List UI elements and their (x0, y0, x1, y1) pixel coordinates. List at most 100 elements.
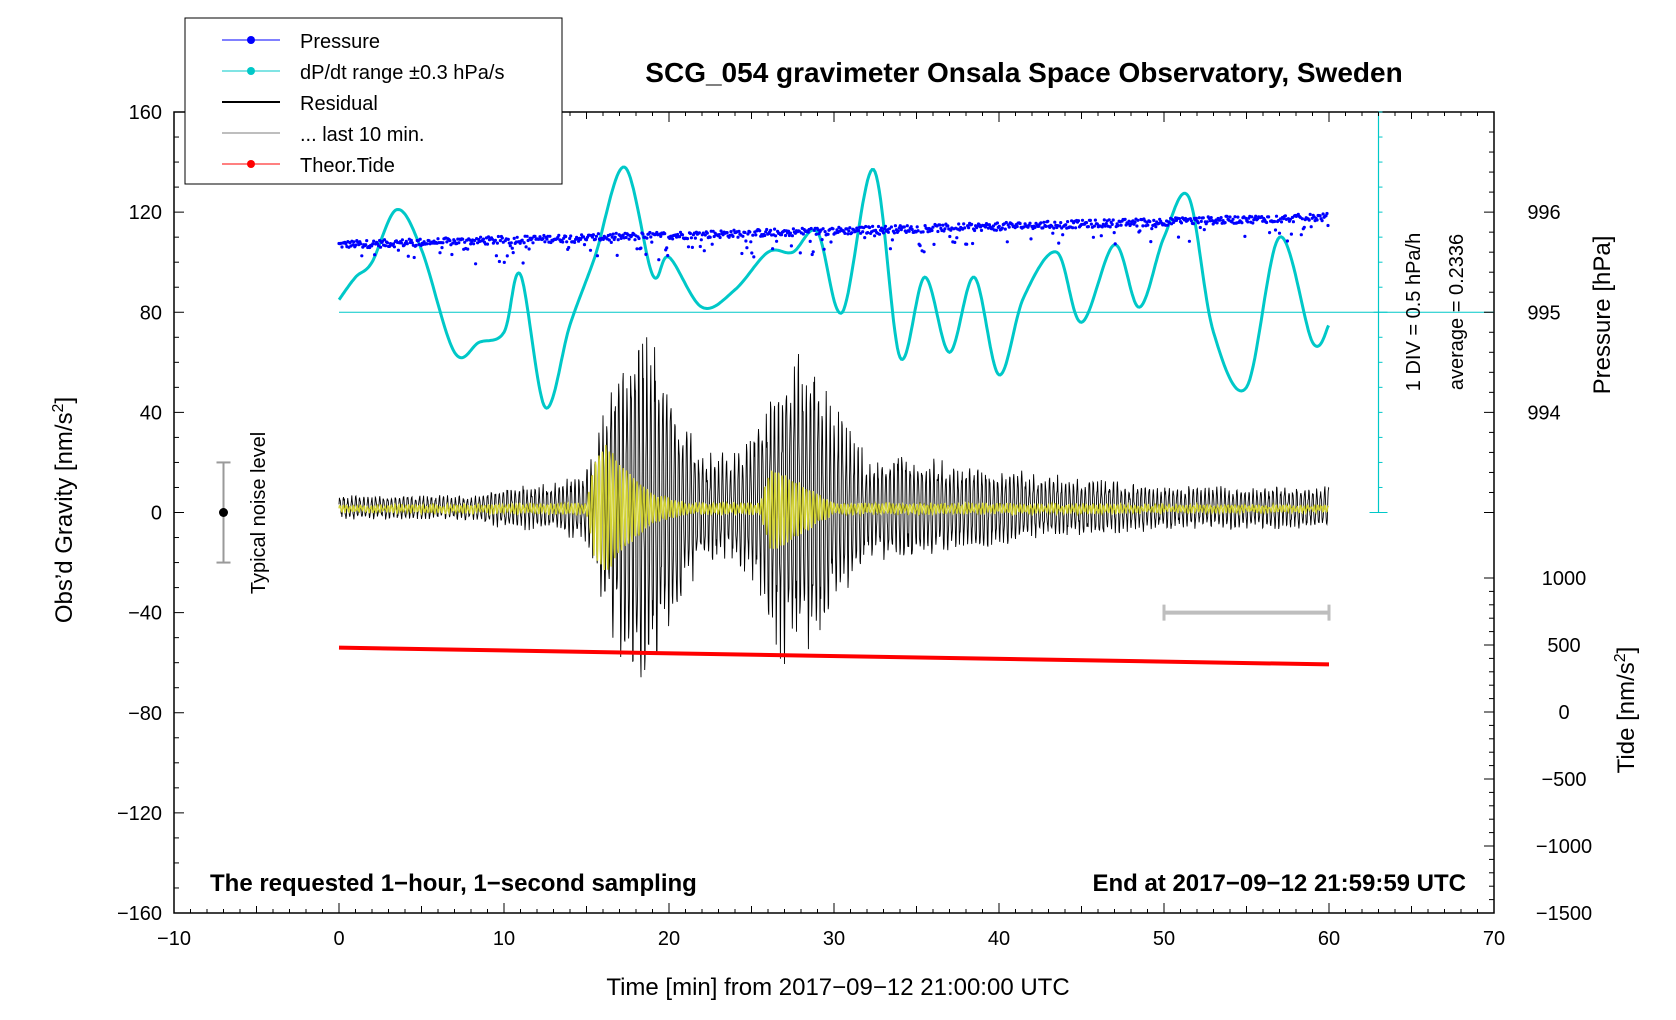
pressure-point (427, 239, 431, 243)
pressure-point (461, 237, 465, 241)
pressure-point (663, 232, 667, 236)
pressure-point (1127, 219, 1131, 223)
pressure-point (820, 238, 824, 242)
pressure-point (1070, 219, 1074, 223)
noise-bar-center (219, 508, 228, 517)
pressure-point (1176, 235, 1181, 239)
pressure-point (497, 259, 501, 264)
pressure-point (953, 240, 957, 244)
pressure-point (502, 260, 506, 264)
svg-text:Pressure: Pressure (300, 31, 380, 53)
pressure-point (863, 236, 867, 240)
tide-tick-label: 0 (1558, 702, 1569, 724)
residual-line (338, 337, 1330, 678)
pressure-point (581, 235, 586, 239)
pressure-point (641, 232, 645, 236)
pressure-point (609, 240, 613, 244)
x-tick-label: 70 (1483, 928, 1505, 950)
pressure-point (814, 232, 818, 236)
pressure-point (472, 242, 476, 246)
pressure-point (731, 234, 735, 238)
pressure-point (1308, 212, 1312, 216)
pressure-point (1326, 223, 1330, 228)
pressure-point (889, 225, 894, 229)
pressure-point (396, 248, 400, 252)
pressure-point (352, 240, 356, 244)
pressure-point (1201, 216, 1205, 220)
pressure-point (890, 238, 895, 242)
pressure-point (1123, 217, 1127, 221)
pressure-point (823, 230, 827, 234)
pressure-point (1092, 224, 1096, 228)
pressure-point (515, 235, 519, 239)
pressure-point (1236, 215, 1240, 219)
pressure-point (1189, 219, 1193, 223)
pressure-point (1267, 215, 1271, 219)
pressure-point (567, 245, 571, 250)
pressure-point (1138, 229, 1142, 233)
legend: Pressure dP/dt range ±0.3 hPa/s Residual… (184, 17, 563, 185)
pressure-point (765, 227, 769, 232)
pressure-point (855, 226, 859, 230)
y-axis-title-left-sup: 2 (50, 403, 67, 412)
pressure-point (1265, 220, 1269, 225)
pressure-point (871, 224, 875, 228)
pressure-point (591, 233, 596, 237)
pressure-point (1179, 221, 1184, 225)
pressure-point (645, 236, 649, 240)
y-tick-label: 0 (151, 503, 162, 525)
pressure-point (450, 252, 454, 257)
pressure-point (698, 244, 702, 249)
pressure-point (879, 226, 884, 230)
pressure-point (1321, 212, 1325, 216)
pressure-point (400, 238, 404, 242)
noise-level-label: Typical noise level (248, 432, 270, 594)
pressure-point (708, 235, 712, 239)
pressure-points (337, 211, 1330, 266)
pressure-point (892, 231, 897, 235)
pressure-point (1166, 223, 1170, 227)
pressure-point (666, 253, 670, 258)
y-tick-label: 40 (140, 402, 162, 424)
pressure-point (787, 233, 792, 238)
pressure-point (579, 237, 583, 241)
pressure-point (564, 234, 568, 239)
pressure-point (946, 224, 950, 228)
legend-entry-tide: Theor.Tide (222, 155, 395, 177)
pressure-point (680, 233, 685, 237)
pressure-point (1320, 219, 1324, 223)
pressure-point (469, 242, 473, 246)
pressure-point (1133, 220, 1137, 224)
pressure-point (1044, 224, 1048, 228)
pressure-point (905, 224, 909, 228)
pressure-point (365, 239, 369, 243)
pressure-point (711, 229, 715, 233)
pressure-point (1046, 219, 1050, 223)
pressure-point (445, 240, 449, 244)
pressure-point (1291, 220, 1295, 224)
y-tick-label: −80 (128, 703, 162, 725)
pressure-point (876, 224, 881, 229)
pressure-point (938, 223, 942, 227)
pressure-point (1148, 220, 1152, 224)
pressure-point (561, 240, 565, 244)
pressure-point (1005, 240, 1009, 244)
pressure-point (1071, 226, 1075, 230)
pressure-point (1205, 220, 1209, 224)
pressure-point (505, 254, 509, 258)
pressure-point (991, 224, 996, 228)
pressure-point (1066, 220, 1070, 224)
pressure-point (593, 237, 598, 241)
pressure-point (1135, 224, 1139, 228)
pressure-point (639, 246, 643, 250)
pressure-point (861, 230, 865, 234)
pressure-point (831, 227, 835, 231)
pressure-point (752, 255, 756, 259)
pressure-point (1102, 218, 1106, 222)
pressure-point (1119, 223, 1123, 227)
pressure-point (1039, 221, 1043, 225)
pressure-point (717, 233, 721, 237)
pressure-tick-label: 995 (1527, 302, 1560, 324)
pressure-point (466, 247, 470, 251)
pressure-point (1254, 214, 1258, 218)
